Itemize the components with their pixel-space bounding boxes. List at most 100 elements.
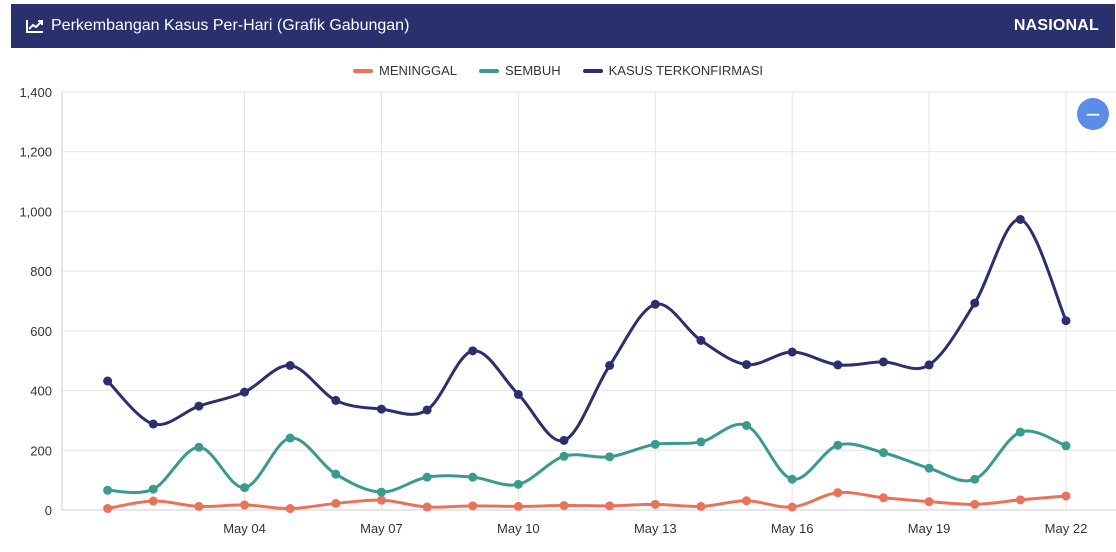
data-point-meninggal[interactable] <box>605 501 615 511</box>
data-point-meninggal[interactable] <box>285 504 295 514</box>
data-point-terkonfirmasi[interactable] <box>878 357 888 367</box>
data-point-sembuh[interactable] <box>1015 427 1025 437</box>
data-point-terkonfirmasi[interactable] <box>285 360 295 370</box>
data-point-sembuh[interactable] <box>468 472 478 482</box>
data-point-meninggal[interactable] <box>1061 491 1071 501</box>
data-point-sembuh[interactable] <box>148 484 158 494</box>
legend-item-meninggal[interactable]: MENINGGAL <box>353 63 457 78</box>
data-point-sembuh[interactable] <box>970 474 980 484</box>
line-chart-icon <box>26 20 43 33</box>
data-point-sembuh[interactable] <box>559 451 569 461</box>
data-point-sembuh[interactable] <box>650 439 660 449</box>
region-label: NASIONAL <box>1013 17 1099 34</box>
data-point-sembuh[interactable] <box>240 483 250 493</box>
legend-item-sembuh[interactable]: SEMBUH <box>479 63 561 78</box>
y-tick-label: 0 <box>45 503 52 518</box>
data-point-terkonfirmasi[interactable] <box>376 404 386 414</box>
data-point-meninggal[interactable] <box>924 497 934 507</box>
legend-label-sembuh: SEMBUH <box>505 63 561 78</box>
data-point-sembuh[interactable] <box>833 440 843 450</box>
data-point-terkonfirmasi[interactable] <box>194 401 204 411</box>
data-point-terkonfirmasi[interactable] <box>650 299 660 309</box>
data-point-sembuh[interactable] <box>422 472 432 482</box>
x-tick-label: May 16 <box>771 521 814 536</box>
x-tick-label: May 19 <box>908 521 951 536</box>
data-point-sembuh[interactable] <box>194 442 204 452</box>
x-tick-label: May 13 <box>634 521 677 536</box>
data-point-meninggal[interactable] <box>742 496 752 506</box>
data-point-meninggal[interactable] <box>696 501 706 511</box>
x-tick-label: May 07 <box>360 521 403 536</box>
data-point-meninggal[interactable] <box>103 504 113 514</box>
data-point-meninggal[interactable] <box>331 498 341 508</box>
data-point-sembuh[interactable] <box>1061 441 1071 451</box>
data-point-meninggal[interactable] <box>468 501 478 511</box>
data-point-sembuh[interactable] <box>696 437 706 447</box>
data-point-terkonfirmasi[interactable] <box>468 346 478 356</box>
data-point-meninggal[interactable] <box>194 501 204 511</box>
legend-label-meninggal: MENINGGAL <box>379 63 458 78</box>
legend-label-terkonfirmasi: KASUS TERKONFIRMASI <box>608 63 763 78</box>
data-point-terkonfirmasi[interactable] <box>148 419 158 429</box>
data-point-terkonfirmasi[interactable] <box>696 335 706 345</box>
data-point-terkonfirmasi[interactable] <box>605 360 615 370</box>
y-tick-label: 800 <box>30 264 52 279</box>
header-title-group: Perkembangan Kasus Per-Hari (Grafik Gabu… <box>25 4 409 48</box>
data-point-sembuh[interactable] <box>878 448 888 458</box>
legend-swatch-terkonfirmasi <box>582 68 603 73</box>
data-point-terkonfirmasi[interactable] <box>240 387 250 397</box>
series-line-sembuh <box>107 422 1067 495</box>
data-point-terkonfirmasi[interactable] <box>331 395 341 405</box>
data-point-sembuh[interactable] <box>924 463 934 473</box>
y-tick-label: 600 <box>30 324 52 339</box>
data-point-terkonfirmasi[interactable] <box>513 389 523 399</box>
data-point-meninggal[interactable] <box>376 495 386 505</box>
data-point-terkonfirmasi[interactable] <box>970 298 980 308</box>
legend-swatch-meninggal <box>353 68 373 73</box>
data-point-meninggal[interactable] <box>970 499 980 509</box>
data-point-meninggal[interactable] <box>787 502 797 512</box>
data-point-terkonfirmasi[interactable] <box>1061 316 1071 326</box>
data-point-terkonfirmasi[interactable] <box>742 360 752 370</box>
data-point-sembuh[interactable] <box>513 479 523 489</box>
y-tick-label: 400 <box>30 384 52 399</box>
x-tick-label: May 10 <box>497 521 540 536</box>
data-point-meninggal[interactable] <box>559 501 569 511</box>
data-point-terkonfirmasi[interactable] <box>103 376 113 386</box>
data-point-meninggal[interactable] <box>833 488 843 498</box>
data-point-meninggal[interactable] <box>1015 495 1025 505</box>
data-point-terkonfirmasi[interactable] <box>833 360 843 370</box>
data-point-sembuh[interactable] <box>331 469 341 479</box>
x-tick-label: May 22 <box>1045 521 1088 536</box>
data-point-sembuh[interactable] <box>103 485 113 495</box>
data-point-sembuh[interactable] <box>742 421 752 431</box>
data-point-meninggal[interactable] <box>148 496 158 506</box>
data-point-sembuh[interactable] <box>787 474 797 484</box>
data-point-meninggal[interactable] <box>422 502 432 512</box>
x-tick-label: May 04 <box>223 521 266 536</box>
legend-item-terkonfirmasi[interactable]: KASUS TERKONFIRMASI <box>582 63 763 78</box>
series-line-terkonfirmasi <box>106 217 1068 443</box>
data-point-terkonfirmasi[interactable] <box>787 347 797 357</box>
y-tick-label: 1,400 <box>19 85 52 100</box>
zoom-out-button[interactable]: − <box>1077 98 1109 130</box>
data-point-meninggal[interactable] <box>240 500 250 510</box>
chart-title: Perkembangan Kasus Per-Hari (Grafik Gabu… <box>51 17 410 34</box>
data-point-sembuh[interactable] <box>605 452 615 462</box>
data-point-meninggal[interactable] <box>650 499 660 509</box>
data-point-sembuh[interactable] <box>376 487 386 497</box>
y-tick-label: 200 <box>30 443 52 458</box>
y-tick-label: 1,200 <box>19 145 52 160</box>
data-point-meninggal[interactable] <box>878 493 888 503</box>
data-point-terkonfirmasi[interactable] <box>559 435 569 445</box>
data-point-terkonfirmasi[interactable] <box>1015 214 1025 224</box>
y-tick-label: 1,000 <box>19 204 52 219</box>
chart-legend: MENINGGAL SEMBUH KASUS TERKONFIRMASI <box>0 63 1116 78</box>
data-point-terkonfirmasi[interactable] <box>924 360 934 370</box>
legend-swatch-sembuh <box>479 68 500 73</box>
chart-header: Perkembangan Kasus Per-Hari (Grafik Gabu… <box>11 4 1115 48</box>
data-point-terkonfirmasi[interactable] <box>422 405 432 415</box>
data-point-sembuh[interactable] <box>285 433 295 443</box>
data-point-meninggal[interactable] <box>513 501 523 511</box>
